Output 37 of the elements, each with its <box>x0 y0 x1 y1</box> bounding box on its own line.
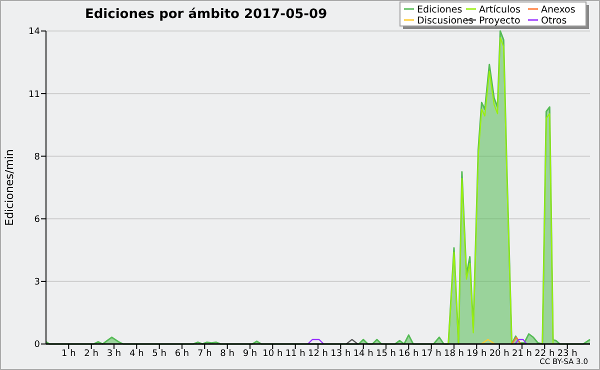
x-tick-label: 16 h <box>398 349 419 359</box>
y-tick-label: 11 <box>28 90 40 100</box>
y-tick-label: 14 <box>28 27 40 38</box>
legend-label: Discusiones <box>417 15 474 26</box>
x-tick-label: 11 h <box>285 349 306 359</box>
x-tick-label: 21 h <box>512 349 532 359</box>
x-tick-label: 13 h <box>330 349 351 359</box>
x-tick-label: 6 h <box>174 349 190 359</box>
legend-label: Ediciones <box>417 4 462 16</box>
x-tick-label: 20 h <box>489 349 510 359</box>
x-tick-label: 5 h <box>152 349 166 359</box>
x-tick-label: 14 h <box>353 349 374 359</box>
y-tick-label: 3 <box>34 278 40 288</box>
x-tick-label: 12 h <box>308 349 328 359</box>
legend-label: Proyecto <box>479 15 520 26</box>
x-tick-label: 18 h <box>444 349 464 359</box>
x-tick-label: 9 h <box>242 349 258 359</box>
x-tick-label: 19 h <box>466 349 487 359</box>
y-tick-label: 0 <box>34 340 40 350</box>
x-tick-label: 17 h <box>421 349 442 359</box>
legend-label: Artículos <box>479 4 520 16</box>
x-tick-label: 8 h <box>220 349 234 359</box>
x-tick-label: 1 h <box>62 349 76 359</box>
x-tick-label: 4 h <box>130 349 144 359</box>
legend-label: Otros <box>541 15 567 26</box>
x-tick-label: 3 h <box>106 349 122 359</box>
x-tick-label: 23 h <box>557 349 578 359</box>
x-tick-label: 10 h <box>262 349 283 359</box>
y-tick-label: 8 <box>34 152 40 162</box>
legend-label: Anexos <box>541 4 576 16</box>
y-axis-title: Ediciones/min <box>3 149 16 226</box>
x-tick-label: 7 h <box>198 349 212 359</box>
x-tick-label: 22 h <box>534 349 555 359</box>
y-tick-label: 6 <box>34 214 40 225</box>
x-tick-label: 15 h <box>376 349 396 359</box>
x-tick-label: 2 h <box>84 349 98 359</box>
chart-title: Ediciones por ámbito 2017-05-09 <box>85 7 328 22</box>
